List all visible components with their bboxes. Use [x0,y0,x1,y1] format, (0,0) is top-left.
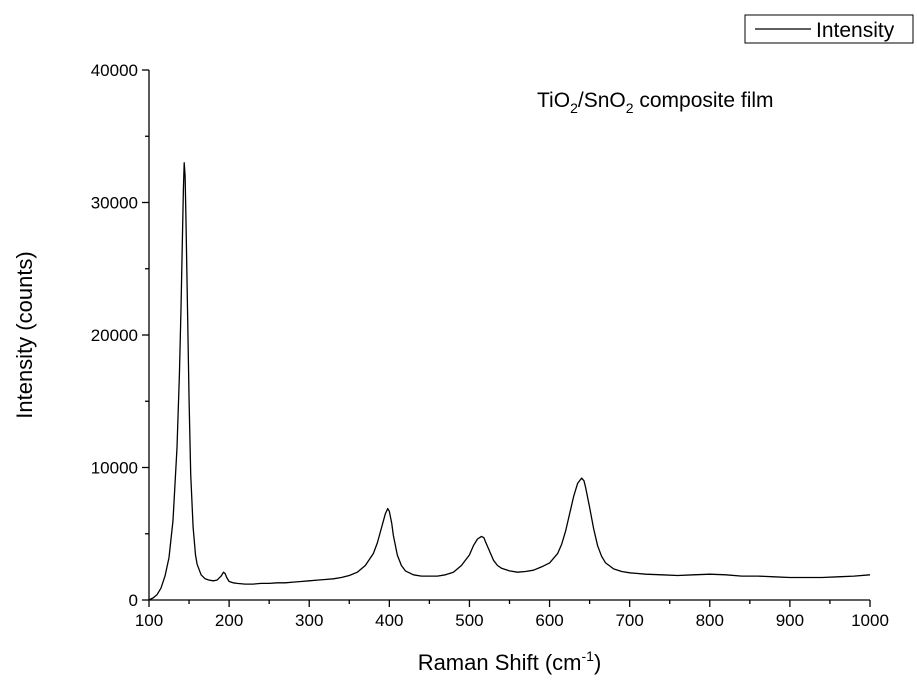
annotation-text: /SnO [578,89,626,112]
x-tick-label: 300 [295,611,323,630]
plot-frame [148,70,870,601]
x-tick-label: 500 [455,611,483,630]
legend-label: Intensity [816,19,895,42]
chart-annotation: TiO2/SnO2 composite film [537,89,774,116]
x-tick-label: 100 [135,611,163,630]
annotation-text: composite film [634,89,774,112]
series-layer [148,162,871,601]
y-tick-label: 40000 [91,61,138,80]
x-tick-label: 700 [615,611,643,630]
x-axis-title-tail: ) [594,650,601,675]
annotation-subscript: 2 [626,100,634,116]
annotation-subscript: 2 [570,100,578,116]
y-axis-ticks: 0 10000 20000 30000 40000 [91,61,149,610]
x-tick-label: 600 [535,611,563,630]
x-tick-label: 200 [215,611,243,630]
x-axis-title-sup: -1 [582,648,595,664]
y-axis-title: Intensity (counts) [12,251,37,419]
annotation-text: TiO [537,89,570,112]
x-axis-title-base: Raman Shift (cm [418,650,582,675]
legend: Intensity [744,14,914,44]
x-axis-ticks: 100 200 300 400 500 600 700 800 900 1000 [135,600,889,630]
x-axis-title: Raman Shift (cm-1) [418,648,602,675]
y-tick-label: 20000 [91,326,138,345]
y-tick-label: 10000 [91,459,138,478]
series-line-intensity [148,162,871,601]
y-tick-label: 30000 [91,194,138,213]
x-tick-label: 1000 [851,611,889,630]
x-tick-label: 900 [776,611,804,630]
y-tick-label: 0 [129,591,138,610]
x-tick-label: 400 [375,611,403,630]
x-tick-label: 800 [696,611,724,630]
